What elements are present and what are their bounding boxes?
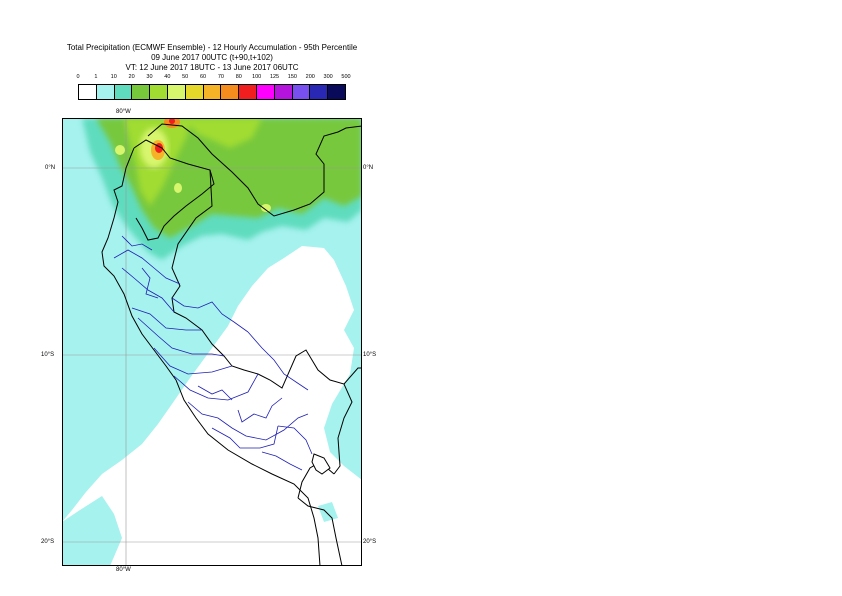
graticule: [62, 118, 362, 566]
precipitation-map: [62, 118, 362, 566]
legend-swatch-5: [167, 85, 186, 99]
map-subtitle-run: 09 June 2017 00UTC (t+90,t+102): [151, 53, 273, 62]
legend-tick-1: 1: [94, 74, 98, 80]
map-title: Total Precipitation (ECMWF Ensemble) - 1…: [66, 43, 358, 52]
legend-tick-3: 20: [128, 74, 135, 80]
legend-swatch-0: [79, 85, 97, 99]
legend-tick-10: 100: [252, 74, 262, 80]
legend-tick-0: 0: [76, 74, 80, 80]
lat-label-right-0: 0°N: [363, 165, 374, 171]
lat-label-left-20: 20°S: [41, 539, 55, 545]
lake-titicaca: [311, 453, 331, 475]
legend-swatch-3: [132, 85, 151, 99]
legend-tick-5: 40: [164, 74, 171, 80]
regional-boundaries: [113, 235, 313, 471]
legend-tick-11: 125: [269, 74, 280, 80]
legend-tick-labels: 0 1 10 20 30 40 50 60 70 80 100 125 150 200 300 500: [70, 74, 360, 84]
legend-tick-4: 30: [146, 74, 153, 80]
lon-label-top: 80°W: [116, 109, 131, 115]
legend-tick-14: 300: [323, 74, 333, 80]
legend-tick-2: 10: [110, 74, 117, 80]
legend-swatch-8: [221, 85, 240, 99]
legend-tick-7: 60: [200, 74, 207, 80]
border-bolivia-chile: [297, 497, 343, 566]
border-south-east: [343, 367, 362, 385]
legend-tick-15: 500: [341, 74, 351, 80]
precip-spot-yellow-2: [174, 183, 182, 193]
legend-tick-12: 150: [287, 74, 297, 80]
legend-swatch-9: [239, 85, 257, 99]
legend-swatch-11: [274, 85, 293, 99]
coastline: [101, 147, 321, 566]
map-frame: [62, 118, 362, 566]
map-subtitle-validity: VT: 12 June 2017 18UTC - 13 June 2017 06…: [125, 63, 299, 72]
legend-swatch-12: [292, 85, 311, 99]
precip-spot-yellow: [115, 145, 125, 155]
precip-field-low-south-east: [318, 502, 338, 522]
lat-label-right-20: 20°S: [363, 539, 377, 545]
precip-spot-yellow-3: [261, 204, 271, 212]
legend-swatch-13: [310, 85, 329, 99]
lon-label-bottom: 80°W: [116, 567, 131, 573]
legend-tick-8: 70: [217, 74, 224, 80]
legend-swatch-2: [114, 85, 133, 99]
legend-swatch-14: [328, 85, 345, 99]
legend-tick-6: 50: [182, 74, 189, 80]
precip-max-red-n: [169, 118, 175, 124]
legend-swatch-7: [203, 85, 222, 99]
precip-field-low-south: [62, 496, 122, 566]
legend-swatch-4: [150, 85, 168, 99]
border-ecuador-colombia: [133, 139, 215, 241]
border-colombia-brazil: [147, 123, 362, 217]
legend-swatch-10: [256, 85, 275, 99]
lat-label-left-0: 0°N: [45, 165, 56, 171]
border-peru-brazil: [171, 169, 353, 475]
precipitation-legend: [78, 84, 346, 100]
lat-label-right-10: 10°S: [363, 352, 377, 358]
lat-label-left-10: 10°S: [41, 352, 55, 358]
legend-swatch-6: [185, 85, 204, 99]
legend-tick-9: 80: [235, 74, 242, 80]
legend-tick-13: 200: [305, 74, 315, 80]
legend-swatch-1: [96, 85, 115, 99]
